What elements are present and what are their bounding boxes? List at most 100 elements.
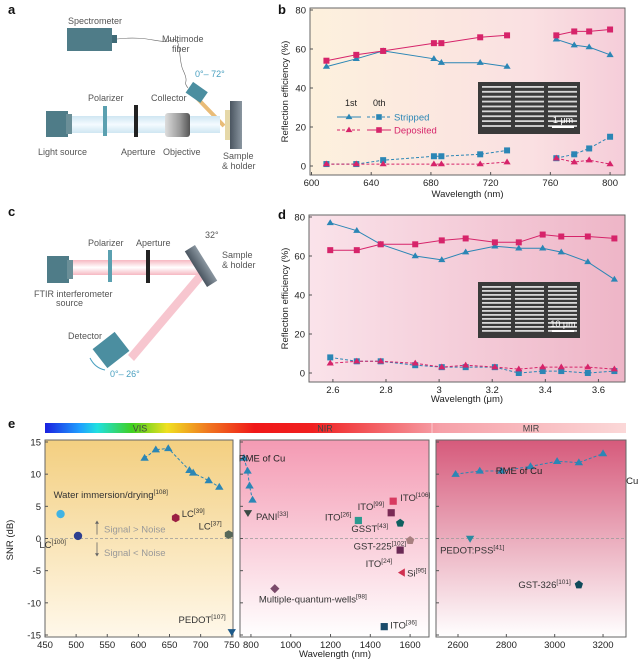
series-deposited-0th	[323, 26, 614, 64]
data-point	[611, 235, 618, 242]
incident-beam	[70, 116, 220, 133]
sem-stripe	[482, 286, 511, 288]
scale-bar-label: 10 μm	[550, 319, 575, 329]
point-label-text: LC	[39, 540, 51, 551]
detector-icon	[92, 331, 130, 369]
data-point	[552, 154, 560, 161]
data-point	[571, 151, 578, 158]
y-tick-label: -15	[27, 631, 41, 642]
sem-stripe	[515, 90, 544, 93]
y-tick-label: 15	[30, 438, 41, 449]
sem-stripe	[482, 322, 511, 324]
data-point	[584, 258, 592, 265]
data-point	[539, 368, 546, 375]
series-line	[556, 29, 611, 36]
point-label: PEDOT[107]	[179, 614, 226, 626]
sem-stripe	[548, 306, 577, 308]
sem-stripe	[515, 290, 544, 292]
data-point	[515, 370, 522, 376]
point-label-text: GSST	[351, 524, 377, 535]
sem-stripe	[482, 314, 511, 316]
sem-stripe	[548, 86, 577, 88]
rme-data-point	[598, 449, 608, 457]
marker-hexagon	[171, 513, 180, 523]
y-tick-label: 0	[36, 534, 41, 545]
data-point	[610, 275, 618, 282]
data-point	[477, 34, 484, 41]
x-tick-label: 450	[37, 640, 53, 651]
point-label-text: Multiple-quantum-wells	[259, 595, 356, 606]
data-point	[379, 160, 387, 167]
x-tick-label: 680	[423, 178, 439, 189]
sem-stripe	[515, 294, 544, 296]
sample-holder-icon	[230, 101, 242, 149]
reference-point: PEDOT:PSS[41]	[440, 535, 504, 557]
point-label-ref: [36]	[406, 620, 417, 627]
reference-point: GSST[43]	[351, 518, 405, 535]
spectrometer-label: Spectrometer	[68, 16, 122, 26]
reference-point: ITO[99]	[358, 501, 395, 517]
sem-stripe	[548, 318, 577, 320]
band-label: MIR	[523, 424, 540, 434]
sample-holder-icon-c	[184, 245, 218, 287]
data-point	[326, 359, 334, 366]
x-tick-label: 800	[243, 640, 259, 651]
sem-stripe	[515, 115, 544, 118]
rme-data-point	[239, 453, 249, 461]
y-tick-label: 80	[295, 6, 306, 17]
x-tick-label: 1400	[360, 640, 381, 651]
data-point	[437, 160, 445, 167]
aperture-label-a: Aperture	[121, 147, 156, 157]
x-tick-label: 600	[130, 640, 146, 651]
sample-label-c-2: & holder	[222, 260, 256, 270]
x-tick-label: 2.6	[326, 385, 339, 396]
sem-stripe	[548, 310, 577, 312]
data-point	[606, 160, 614, 167]
x-tick-label: 3	[436, 385, 441, 396]
reference-point: Water immersion/drying[108]	[54, 489, 168, 519]
data-point	[503, 158, 511, 165]
rme-data-point	[552, 457, 562, 464]
polarizer-icon-c	[108, 250, 112, 282]
spectrometer-port-icon	[112, 35, 117, 43]
marker-diamond	[270, 584, 280, 594]
rme-data-point	[164, 444, 173, 452]
sem-stripe	[482, 330, 511, 332]
detector-label: Detector	[68, 331, 102, 341]
sem-stripe	[482, 125, 511, 127]
series-deposited-1st	[326, 357, 618, 372]
data-point	[491, 242, 499, 249]
reference-point: ITO[24]	[366, 546, 404, 570]
point-label-ref: [37]	[211, 521, 222, 528]
legend-marker	[376, 114, 382, 120]
point-label-text: LC	[199, 522, 211, 533]
y-tick-label: -5	[33, 566, 41, 577]
data-point	[377, 357, 385, 364]
data-point	[322, 160, 331, 167]
sem-stripe	[482, 318, 511, 320]
point-label-text: ITO	[400, 493, 416, 504]
sem-stripe	[515, 120, 544, 123]
x-tick-label: 700	[193, 640, 209, 651]
point-label-text: GST-326	[518, 580, 556, 591]
plot-area	[44, 439, 234, 638]
reference-point: PANI[33]	[243, 510, 288, 523]
sem-stripe	[548, 290, 577, 292]
sem-stripe	[548, 105, 577, 108]
data-point	[476, 59, 484, 65]
sem-stripe	[482, 105, 511, 108]
y-tick-label: 0	[300, 369, 305, 380]
arrow-down-head-icon	[95, 553, 99, 557]
band-label: NIR	[317, 424, 333, 434]
sem-stripe	[482, 110, 511, 113]
data-point	[539, 363, 547, 370]
series-deposited-0th	[327, 231, 618, 254]
rme-data-point	[526, 462, 535, 470]
marker-triangle-down	[243, 510, 253, 517]
aperture-icon	[134, 105, 138, 137]
point-label: GSST[43]	[351, 523, 388, 535]
data-point	[584, 363, 592, 370]
rme-label: RME of Cu	[496, 466, 542, 477]
point-label: ITO[24]	[366, 558, 393, 570]
